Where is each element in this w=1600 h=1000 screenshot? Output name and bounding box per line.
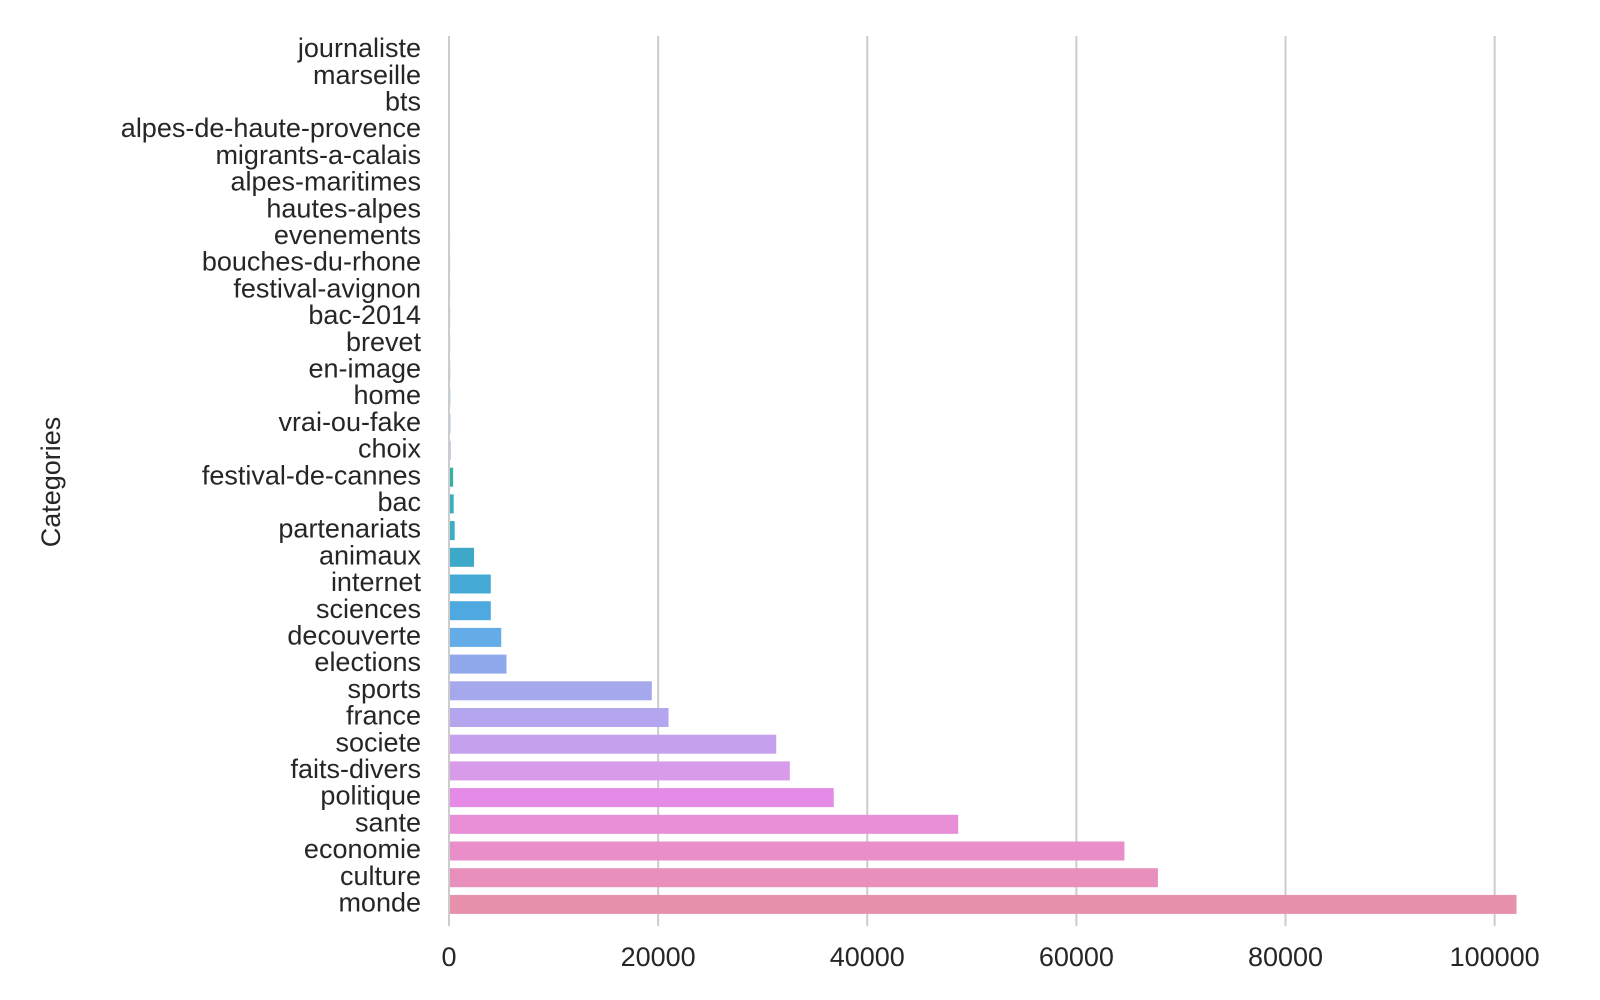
y-tick-label-evenements: evenements (274, 220, 421, 250)
x-tick-label: 100000 (1450, 942, 1540, 972)
grid-layer (448, 36, 1496, 926)
bar-choix (450, 441, 451, 460)
x-tick-label: 80000 (1248, 942, 1323, 972)
y-tick-label-sciences: sciences (316, 594, 421, 624)
y-tick-label-culture: culture (340, 861, 421, 891)
y-tick-label-sante: sante (355, 807, 421, 837)
y-tick-label-politique: politique (320, 781, 421, 811)
x-tick-label: 60000 (1039, 942, 1114, 972)
y-tick-label-partenariats: partenariats (278, 514, 421, 544)
y-tick-label-migrants-a-calais: migrants-a-calais (215, 140, 421, 170)
bar-bac (450, 494, 454, 514)
y-tick-label-alpes-maritimes: alpes-maritimes (230, 167, 421, 197)
bar-sante (450, 814, 959, 834)
bar-partenariats (450, 521, 455, 541)
x-tick-label: 20000 (621, 942, 696, 972)
y-tick-label-festival-avignon: festival-avignon (233, 273, 421, 303)
y-tick-label-festival-de-cannes: festival-de-cannes (202, 460, 421, 490)
bar-sciences (450, 601, 491, 621)
y-tick-label-en-image: en-image (308, 354, 421, 384)
bar-culture (450, 868, 1158, 888)
bar-festival-de-cannes (450, 467, 454, 487)
y-tick-label-home: home (353, 380, 421, 410)
y-tick-label-vrai-ou-fake: vrai-ou-fake (278, 407, 421, 437)
bar-sports (450, 681, 652, 701)
y-tick-label-animaux: animaux (319, 540, 422, 570)
bars-layer (450, 40, 1517, 914)
y-tick-label-marseille: marseille (313, 60, 421, 90)
y-tick-label-bac: bac (377, 487, 421, 517)
y-tick-label-bac-2014: bac-2014 (308, 300, 421, 330)
bar-societe (450, 734, 777, 754)
y-tick-label-france: france (346, 701, 421, 731)
y-tick-label-elections: elections (314, 647, 421, 677)
x-tick-label: 0 (441, 942, 456, 972)
y-tick-labels: journalistemarseillebtsalpes-de-haute-pr… (121, 33, 422, 917)
y-tick-label-choix: choix (358, 434, 422, 464)
bar-animaux (450, 547, 475, 567)
y-tick-label-economie: economie (304, 834, 421, 864)
y-tick-label-bouches-du-rhone: bouches-du-rhone (202, 247, 421, 277)
y-tick-label-hautes-alpes: hautes-alpes (266, 193, 421, 223)
bar-economie (450, 841, 1125, 861)
y-tick-label-internet: internet (331, 567, 422, 597)
bar-elections (450, 654, 507, 674)
y-tick-label-monde: monde (338, 888, 421, 918)
x-tick-label: 40000 (830, 942, 905, 972)
bar-france (450, 708, 669, 727)
y-tick-label-societe: societe (335, 727, 421, 757)
y-tick-label-sports: sports (347, 674, 421, 704)
y-tick-label-decouverte: decouverte (287, 621, 421, 651)
x-tick-labels: 0 20000 40000 60000 80000 100000 (441, 942, 1539, 972)
y-tick-label-journaliste: journaliste (297, 33, 421, 63)
bar-faits-divers (450, 761, 790, 781)
y-tick-label-alpes-de-haute-provence: alpes-de-haute-provence (121, 113, 421, 143)
bar-monde (450, 894, 1517, 914)
y-axis-label: Categories (36, 417, 66, 548)
y-tick-label-bts: bts (385, 87, 421, 117)
bar-politique (450, 788, 834, 808)
bar-internet (450, 574, 491, 594)
y-tick-label-brevet: brevet (346, 327, 422, 357)
bar-decouverte (450, 627, 502, 647)
y-tick-label-faits-divers: faits-divers (290, 754, 421, 784)
